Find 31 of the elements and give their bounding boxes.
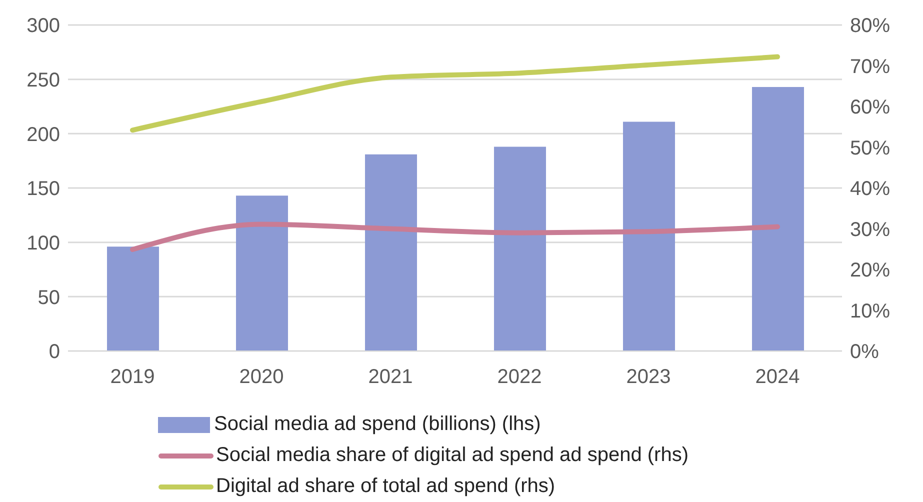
legend-label: Social media share of digital ad spend ad spend (rhs): [216, 444, 688, 467]
y2-tick-label: 60%: [850, 96, 890, 119]
y2-tick-label: 10%: [850, 300, 890, 322]
bar: [236, 196, 288, 351]
x-tick-label: 2020: [239, 366, 284, 388]
y2-tick-label: 70%: [850, 56, 890, 78]
y2-tick-label: 0%: [850, 341, 880, 364]
y-tick-label: 50: [38, 286, 60, 309]
y-tick-label: 0: [48, 341, 60, 364]
y2-tick-label: 50%: [850, 137, 890, 160]
y-tick-label: 300: [26, 15, 60, 38]
y2-tick-label: 80%: [850, 15, 890, 38]
y-tick-label: 100: [26, 232, 60, 254]
bar: [752, 86, 804, 351]
x-tick-label: 2019: [110, 366, 155, 388]
bar: [107, 246, 159, 351]
x-tick-label: 2023: [626, 366, 671, 388]
bar: [623, 122, 675, 351]
y-tick-label: 200: [26, 124, 60, 146]
x-tick-label: 2021: [368, 366, 413, 388]
legend-label: Digital ad share of total ad spend (rhs): [216, 475, 556, 498]
x-tick-label: 2022: [497, 366, 542, 388]
y-tick-label: 250: [26, 69, 60, 92]
bar: [494, 146, 546, 351]
bar: [365, 154, 417, 351]
legend-label: Social media ad spend (billions) (lhs): [214, 413, 541, 436]
y2-tick-label: 20%: [850, 260, 890, 282]
x-tick-label: 2024: [755, 366, 800, 388]
y2-tick-label: 40%: [850, 178, 890, 200]
y-tick-label: 150: [26, 178, 60, 200]
y2-tick-label: 30%: [850, 218, 890, 241]
